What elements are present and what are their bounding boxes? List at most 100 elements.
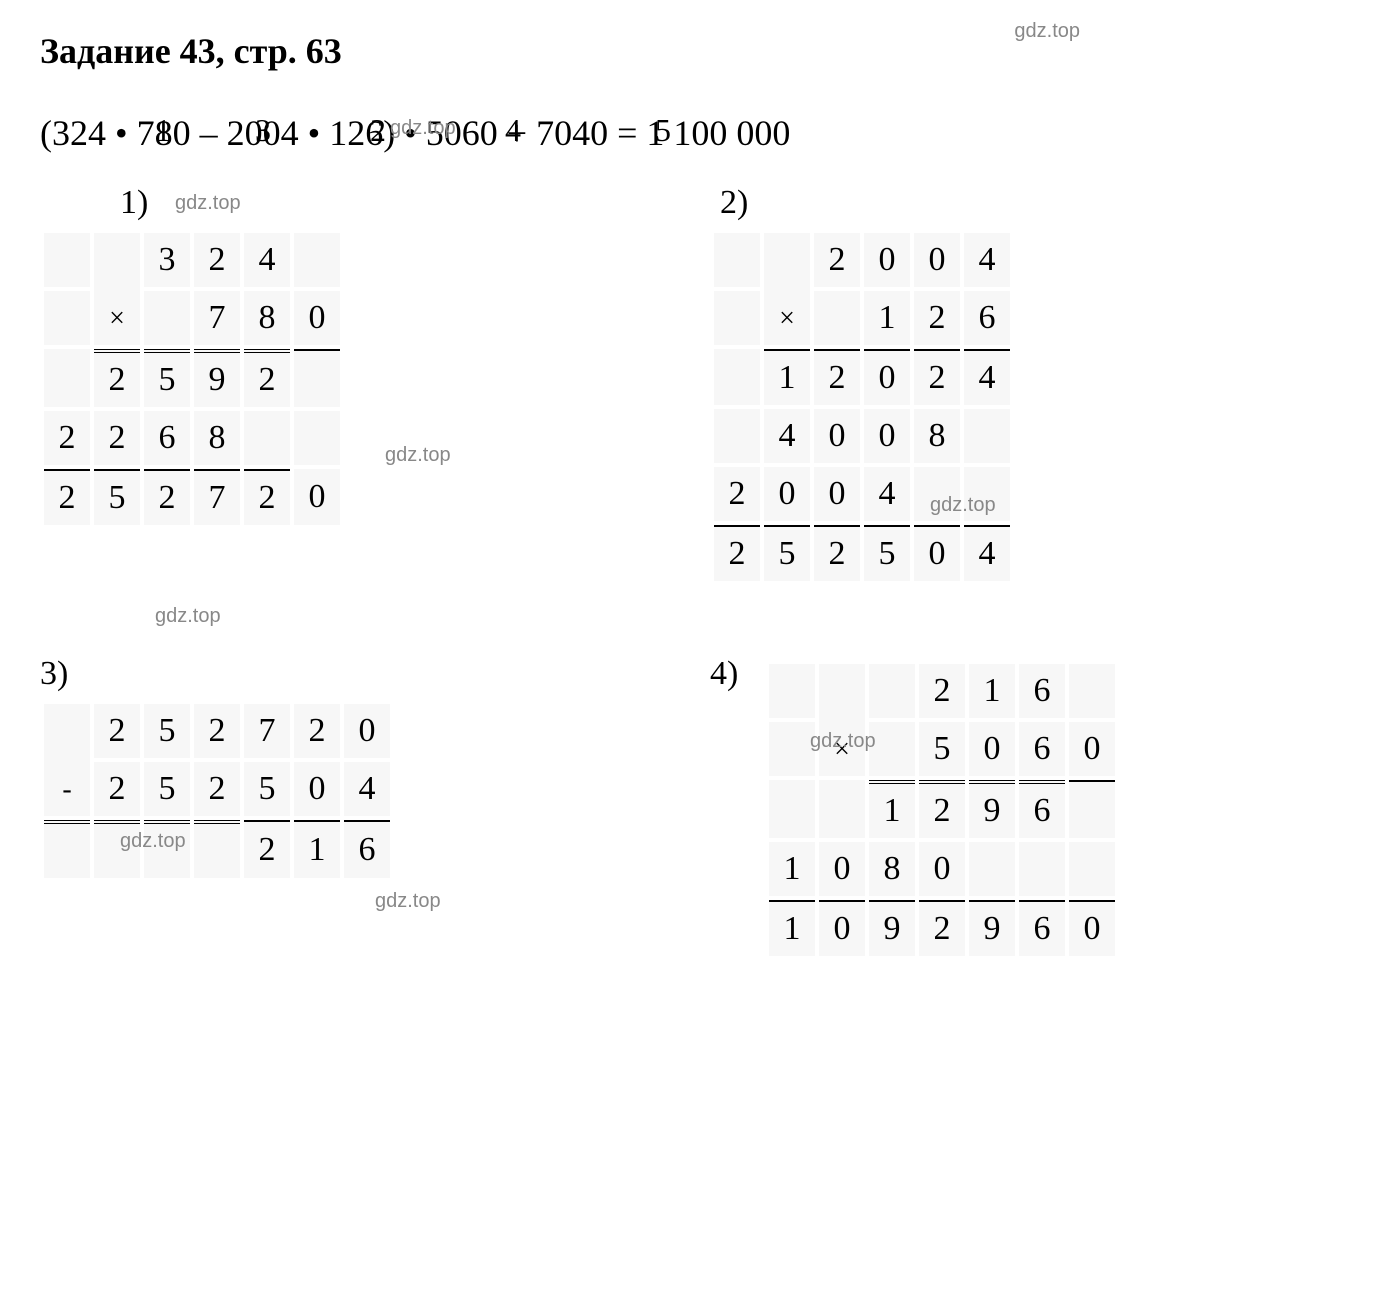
- c2-r5-2: 0: [814, 467, 860, 521]
- c1-r4-2: 6: [144, 411, 190, 465]
- c2-r2-2: [814, 291, 860, 345]
- watermark-c1b: gdz.top: [385, 444, 451, 467]
- watermark-c1a: gdz.top: [175, 192, 241, 215]
- c3-r2-4: 5: [244, 762, 290, 816]
- c2-r1-0: [714, 233, 760, 287]
- c2-r1-4: 0: [914, 233, 960, 287]
- c4-r3-6: [1069, 780, 1115, 838]
- page-title: Задание 43, стр. 63: [40, 31, 342, 71]
- c4-r3-1: [819, 780, 865, 838]
- c4-r4-6: [1069, 842, 1115, 896]
- c1-r3-4: 2: [244, 349, 290, 407]
- c2-r3-1: 1: [764, 349, 810, 405]
- c4-r4-3: 0: [919, 842, 965, 896]
- step-num-4: 4: [505, 112, 521, 149]
- c4-r3-3: 2: [919, 780, 965, 838]
- c2-r3-3: 0: [864, 349, 910, 405]
- step-label-3: 3): [40, 655, 68, 693]
- c1-r3-5: [294, 349, 340, 407]
- calc-4-block: 4) gdz.top × 2 1 6 5 0 6 0: [710, 605, 1340, 960]
- c4-r3-4: 9: [969, 780, 1015, 838]
- c3-r2-5: 0: [294, 762, 340, 816]
- c2-r4-5: [964, 409, 1010, 463]
- c1-r3-1: 2: [94, 349, 140, 407]
- c3-r3-3: [194, 820, 240, 878]
- c3-r3-5: 1: [294, 820, 340, 878]
- c4-r4-2: 8: [869, 842, 915, 896]
- mult-op-4: ×: [819, 664, 865, 776]
- c4-r1-2: [869, 664, 915, 718]
- c2-r4-4: 8: [914, 409, 960, 463]
- watermark-c3b: gdz.top: [120, 830, 186, 853]
- c4-r5-5: 6: [1019, 900, 1065, 956]
- c1-r3-0: [44, 349, 90, 407]
- c4-r5-6: 0: [1069, 900, 1115, 956]
- c4-r3-0: [769, 780, 815, 838]
- c2-r6-0: 2: [714, 525, 760, 581]
- c2-r3-5: 4: [964, 349, 1010, 405]
- calc-2-block: 2) gdz.top × 2 0 0 4 1 2 6 1 2 0: [710, 184, 1340, 585]
- c1-r4-5: [294, 411, 340, 465]
- c2-r1-5: 4: [964, 233, 1010, 287]
- c3-r1-5: 2: [294, 704, 340, 758]
- c1-r1-4: 4: [244, 233, 290, 287]
- watermark-c3c: gdz.top: [375, 890, 441, 913]
- c2-r3-2: 2: [814, 349, 860, 405]
- c2-r3-0: [714, 349, 760, 405]
- c4-r5-2: 9: [869, 900, 915, 956]
- calc-1-block: 1) gdz.top gdz.top × 3 2 4 7 8 0 2: [40, 184, 670, 585]
- c2-r2-5: 6: [964, 291, 1010, 345]
- step-label-2: 2): [720, 184, 748, 222]
- c2-r6-1: 5: [764, 525, 810, 581]
- c1-r5-3: 7: [194, 469, 240, 525]
- c2-r4-1: 4: [764, 409, 810, 463]
- c4-r5-3: 2: [919, 900, 965, 956]
- c2-r5-0: 2: [714, 467, 760, 521]
- c4-r1-6: [1069, 664, 1115, 718]
- c1-r4-3: 8: [194, 411, 240, 465]
- calc-2-table: × 2 0 0 4 1 2 6 1 2 0 2 4: [710, 229, 1014, 585]
- watermark-c4: gdz.top: [810, 730, 876, 753]
- step-num-3: 2: [370, 112, 386, 149]
- c4-r4-1: 0: [819, 842, 865, 896]
- c2-r6-3: 5: [864, 525, 910, 581]
- minus-op: -: [44, 704, 90, 816]
- c3-r3-4: 2: [244, 820, 290, 878]
- watermark-c2: gdz.top: [930, 494, 996, 517]
- c1-r2-4: 8: [244, 291, 290, 345]
- c2-r3-4: 2: [914, 349, 960, 405]
- c4-r2-0: [769, 722, 815, 776]
- mult-op-2: ×: [764, 233, 810, 345]
- c4-r5-1: 0: [819, 900, 865, 956]
- c3-r1-6: 0: [344, 704, 390, 758]
- c1-r2-5: 0: [294, 291, 340, 345]
- c3-r3-6: 6: [344, 820, 390, 878]
- c2-r4-2: 0: [814, 409, 860, 463]
- c3-r3-0: [44, 820, 90, 878]
- c2-r5-1: 0: [764, 467, 810, 521]
- c3-r2-3: 2: [194, 762, 240, 816]
- c4-r1-4: 1: [969, 664, 1015, 718]
- step-label-1: 1): [120, 184, 148, 222]
- c2-r2-3: 1: [864, 291, 910, 345]
- c1-r4-0: 2: [44, 411, 90, 465]
- c2-r4-0: [714, 409, 760, 463]
- c1-r5-2: 2: [144, 469, 190, 525]
- watermark-eq: gdz.top: [390, 117, 456, 140]
- c2-r4-3: 0: [864, 409, 910, 463]
- c4-r2-2: [869, 722, 915, 776]
- watermark-top-right: gdz.top: [1014, 20, 1080, 43]
- c1-r5-1: 5: [94, 469, 140, 525]
- c4-r1-3: 2: [919, 664, 965, 718]
- c2-r1-2: 2: [814, 233, 860, 287]
- main-equation: (324 • 780 – 2004 • 126) • 5060 + 7040 =…: [40, 112, 1340, 154]
- c1-r3-3: 9: [194, 349, 240, 407]
- c1-r1-2: 3: [144, 233, 190, 287]
- c2-r5-3: 4: [864, 467, 910, 521]
- mult-op-1: ×: [94, 233, 140, 345]
- c3-r2-2: 5: [144, 762, 190, 816]
- c4-r5-0: 1: [769, 900, 815, 956]
- step-num-5: 5: [655, 112, 671, 149]
- c3-r2-1: 2: [94, 762, 140, 816]
- c1-r4-1: 2: [94, 411, 140, 465]
